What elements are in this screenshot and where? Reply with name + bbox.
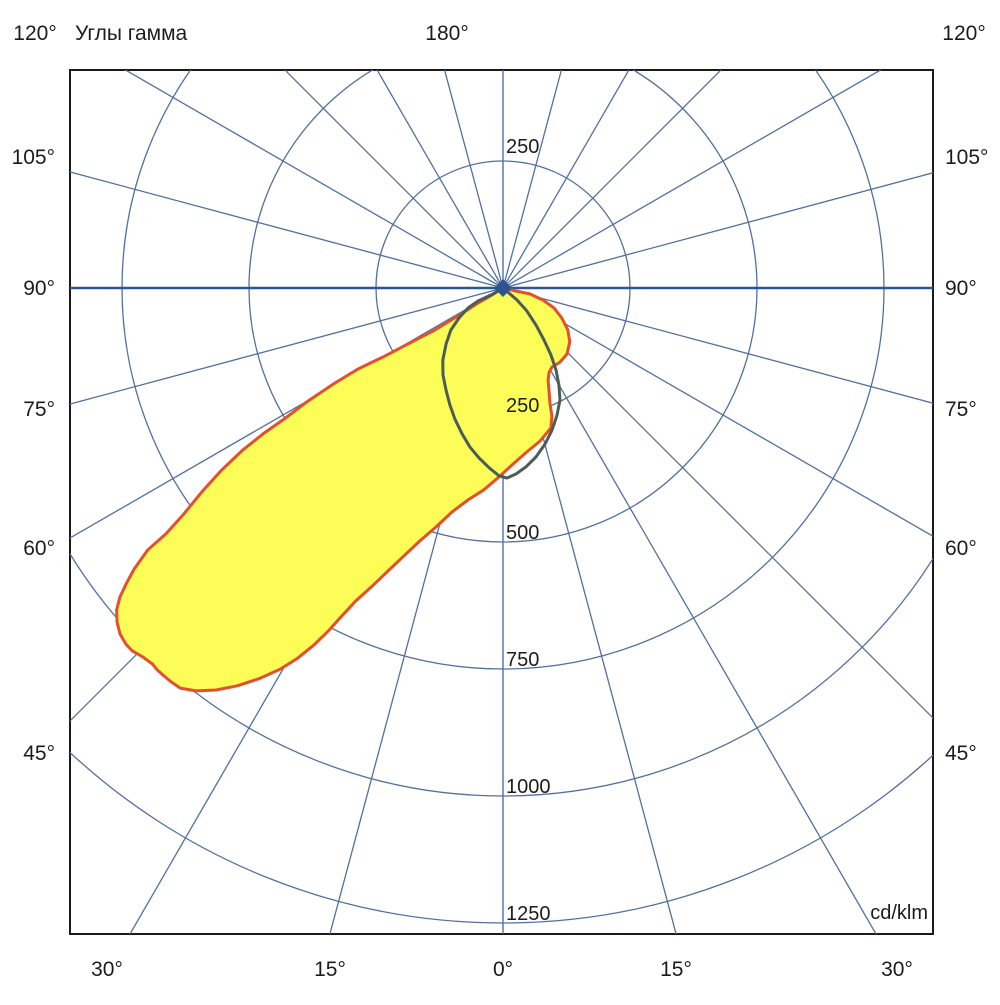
grid-ray bbox=[502, 70, 630, 289]
radial-tick-label: 1000 bbox=[506, 776, 551, 798]
chart-title: Углы гамма bbox=[75, 22, 188, 45]
grid-ray bbox=[70, 287, 504, 405]
angle-label-bottom: 30° bbox=[91, 958, 123, 981]
angle-label-bottom: 15° bbox=[314, 958, 346, 981]
radial-tick-label: 500 bbox=[506, 522, 539, 544]
angle-label-bottom: 15° bbox=[660, 958, 692, 981]
angle-label-bottom: 30° bbox=[881, 958, 913, 981]
radial-tick-label-top: 250 bbox=[506, 136, 539, 158]
angle-label-top-left: 120° bbox=[13, 22, 56, 45]
grid-ray bbox=[124, 70, 504, 289]
grid-ray bbox=[502, 70, 722, 289]
angle-label-left: 60° bbox=[23, 537, 55, 560]
angle-label-right: 60° bbox=[945, 537, 977, 560]
radial-tick-label: 250 bbox=[506, 395, 539, 417]
grid-ray bbox=[70, 171, 504, 289]
angle-label-bottom: 0° bbox=[493, 958, 513, 981]
angle-label-right: 90° bbox=[945, 277, 977, 300]
grid-ray bbox=[443, 70, 504, 289]
grid-ray bbox=[502, 172, 933, 289]
grid-ray bbox=[502, 287, 933, 719]
grid-ray bbox=[376, 70, 504, 289]
radial-tick-label: 1250 bbox=[506, 903, 551, 925]
grid-ray bbox=[502, 287, 677, 934]
angle-label-left: 45° bbox=[23, 742, 55, 765]
angle-label-left: 75° bbox=[23, 398, 55, 421]
angle-label-left: 105° bbox=[12, 146, 55, 169]
pole-marker bbox=[494, 279, 512, 297]
narrow-beam-lobe-curve bbox=[441, 286, 562, 480]
grid-ray bbox=[502, 70, 563, 289]
grid-ray bbox=[284, 70, 504, 289]
angle-label-right: 105° bbox=[945, 146, 988, 169]
units-label: cd/klm bbox=[870, 902, 928, 924]
grid-ray bbox=[502, 70, 882, 289]
wide-beam-lobe-curve bbox=[115, 286, 572, 693]
grid-ray bbox=[502, 287, 877, 934]
angle-label-top-right: 120° bbox=[942, 22, 985, 45]
grid-ray bbox=[502, 287, 933, 538]
grid-ray bbox=[502, 287, 933, 404]
angle-label-top-center: 180° bbox=[425, 22, 468, 45]
angle-label-right: 75° bbox=[945, 398, 977, 421]
radial-tick-label: 750 bbox=[506, 649, 539, 671]
angle-label-left: 90° bbox=[23, 277, 55, 300]
angle-label-right: 45° bbox=[945, 742, 977, 765]
